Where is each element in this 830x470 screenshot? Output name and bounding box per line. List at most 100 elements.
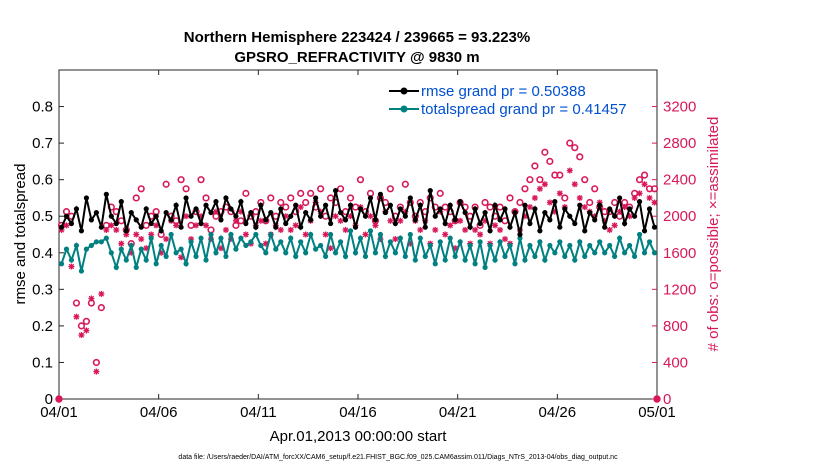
- rmse-point: [58, 224, 65, 230]
- rmse-point: [318, 213, 324, 219]
- totalspread-point: [58, 261, 65, 267]
- rmse-point: [263, 217, 269, 223]
- obs-assimilated-stroke: [288, 227, 294, 233]
- rmse-point: [253, 224, 259, 230]
- obs-assimilated-stroke: [332, 213, 339, 219]
- obs-assimilated-stroke: [193, 222, 199, 229]
- rmse-point: [372, 217, 379, 223]
- obs-assimilated-marker: [397, 217, 404, 224]
- obs-assimilated-stroke: [497, 227, 503, 233]
- rmse-point: [103, 191, 109, 197]
- obs-assimilated-stroke: [278, 227, 284, 233]
- obs-assimilated-marker: [287, 226, 294, 233]
- obs-possible-marker: [132, 194, 140, 202]
- rmse-point: [303, 209, 309, 216]
- obs-possible-marker: [287, 194, 295, 202]
- obs-assimilated-stroke: [626, 213, 633, 219]
- obs-assimilated-stroke: [103, 227, 110, 233]
- rmse-point: [283, 220, 289, 227]
- totalspread-point: [118, 246, 124, 252]
- totalspread-point: [477, 239, 483, 245]
- x-axis: 04/01 04/06 04/11 04/16 04/21 04/26 05/01: [40, 70, 676, 421]
- totalspread-point: [387, 239, 393, 245]
- rmse-point: [552, 199, 558, 205]
- totalspread-point: [537, 239, 543, 245]
- obs-assimilated-marker: [322, 231, 329, 238]
- obs-assimilated-marker: [387, 217, 394, 224]
- obs-assimilated-marker: [103, 226, 110, 233]
- y-left-tick-label: 0.5: [32, 208, 53, 225]
- obs-assimilated-marker: [108, 222, 115, 229]
- obs-assimilated-stroke: [322, 231, 329, 238]
- obs-assimilated-marker: [367, 213, 374, 220]
- obs-possible-marker: [581, 176, 589, 184]
- obs-assimilated-stroke: [577, 195, 583, 201]
- obs-assimilated-stroke: [143, 245, 149, 251]
- chart-title-line2: GPSRO_REFRACTIVITY @ 9830 m: [234, 49, 479, 66]
- obs-possible-marker: [561, 194, 569, 202]
- rmse-point: [332, 188, 339, 194]
- rmse-point: [327, 220, 334, 227]
- obs-assimilated-marker: [118, 240, 125, 247]
- obs-assimilated-stroke: [372, 222, 379, 229]
- totalspread-point: [457, 239, 463, 245]
- rmse-point: [651, 224, 658, 230]
- totalspread-point: [452, 253, 458, 260]
- totalspread-point: [68, 257, 75, 263]
- obs-possible-marker: [317, 185, 325, 193]
- x-tick-label: 04/01: [40, 404, 78, 421]
- totalspread-point: [547, 242, 553, 249]
- obs-assimilated-marker: [497, 226, 504, 233]
- obs-assimilated-marker: [447, 222, 454, 229]
- rmse-point: [631, 213, 638, 219]
- obs-possible-marker: [506, 194, 514, 202]
- obs-assimilated-stroke: [327, 245, 334, 251]
- totalspread-point: [631, 253, 638, 260]
- obs-possible-marker: [282, 203, 290, 211]
- obs-assimilated-stroke: [148, 231, 154, 238]
- obs-possible-marker: [546, 157, 554, 165]
- rmse-point: [357, 206, 364, 212]
- obs-assimilated-marker: [571, 181, 578, 188]
- totalspread-point: [382, 253, 389, 260]
- legend-spread-marker: [400, 105, 408, 113]
- totalspread-point: [263, 250, 269, 256]
- obs-possible-marker: [137, 185, 145, 193]
- obs-assimilated-marker: [163, 236, 170, 243]
- totalspread-point: [542, 257, 548, 263]
- rmse-point: [108, 213, 114, 219]
- rmse-point: [547, 217, 553, 223]
- totalspread-point: [372, 250, 379, 256]
- totalspread-point: [587, 242, 593, 249]
- totalspread-point: [572, 257, 578, 263]
- rmse-point: [168, 217, 174, 223]
- totalspread-point: [447, 235, 453, 241]
- obs-assimilated-marker: [332, 213, 339, 220]
- obs-assimilated-marker: [641, 181, 648, 188]
- totalspread-point: [323, 253, 329, 260]
- legend-rmse-marker: [400, 87, 408, 95]
- obs-assimilated-stroke: [651, 199, 658, 206]
- totalspread-point: [362, 253, 369, 260]
- rmse-point: [213, 199, 219, 205]
- obs-assimilated-stroke: [417, 227, 424, 233]
- obs-assimilated-stroke: [78, 332, 85, 338]
- totalspread-series: [58, 228, 658, 274]
- totalspread-point: [462, 257, 468, 263]
- obs-assimilated-stroke: [362, 231, 369, 238]
- totalspread-point: [158, 242, 164, 249]
- obs-assimilated-stroke: [118, 240, 125, 247]
- rmse-point: [487, 228, 493, 234]
- rmse-point: [477, 220, 483, 227]
- rmse-point: [273, 224, 279, 230]
- totalspread-point: [198, 235, 204, 241]
- rmse-point: [522, 202, 528, 208]
- obs-assimilated-stroke: [258, 218, 264, 224]
- obs-assimilated-stroke: [447, 222, 453, 229]
- x-axis-label: Apr.01,2013 00:00:00 start: [270, 428, 448, 445]
- rmse-point: [636, 199, 643, 205]
- totalspread-point: [412, 257, 418, 263]
- obs-assimilated-stroke: [567, 167, 573, 174]
- totalspread-point: [407, 231, 413, 238]
- rmse-point: [198, 220, 204, 227]
